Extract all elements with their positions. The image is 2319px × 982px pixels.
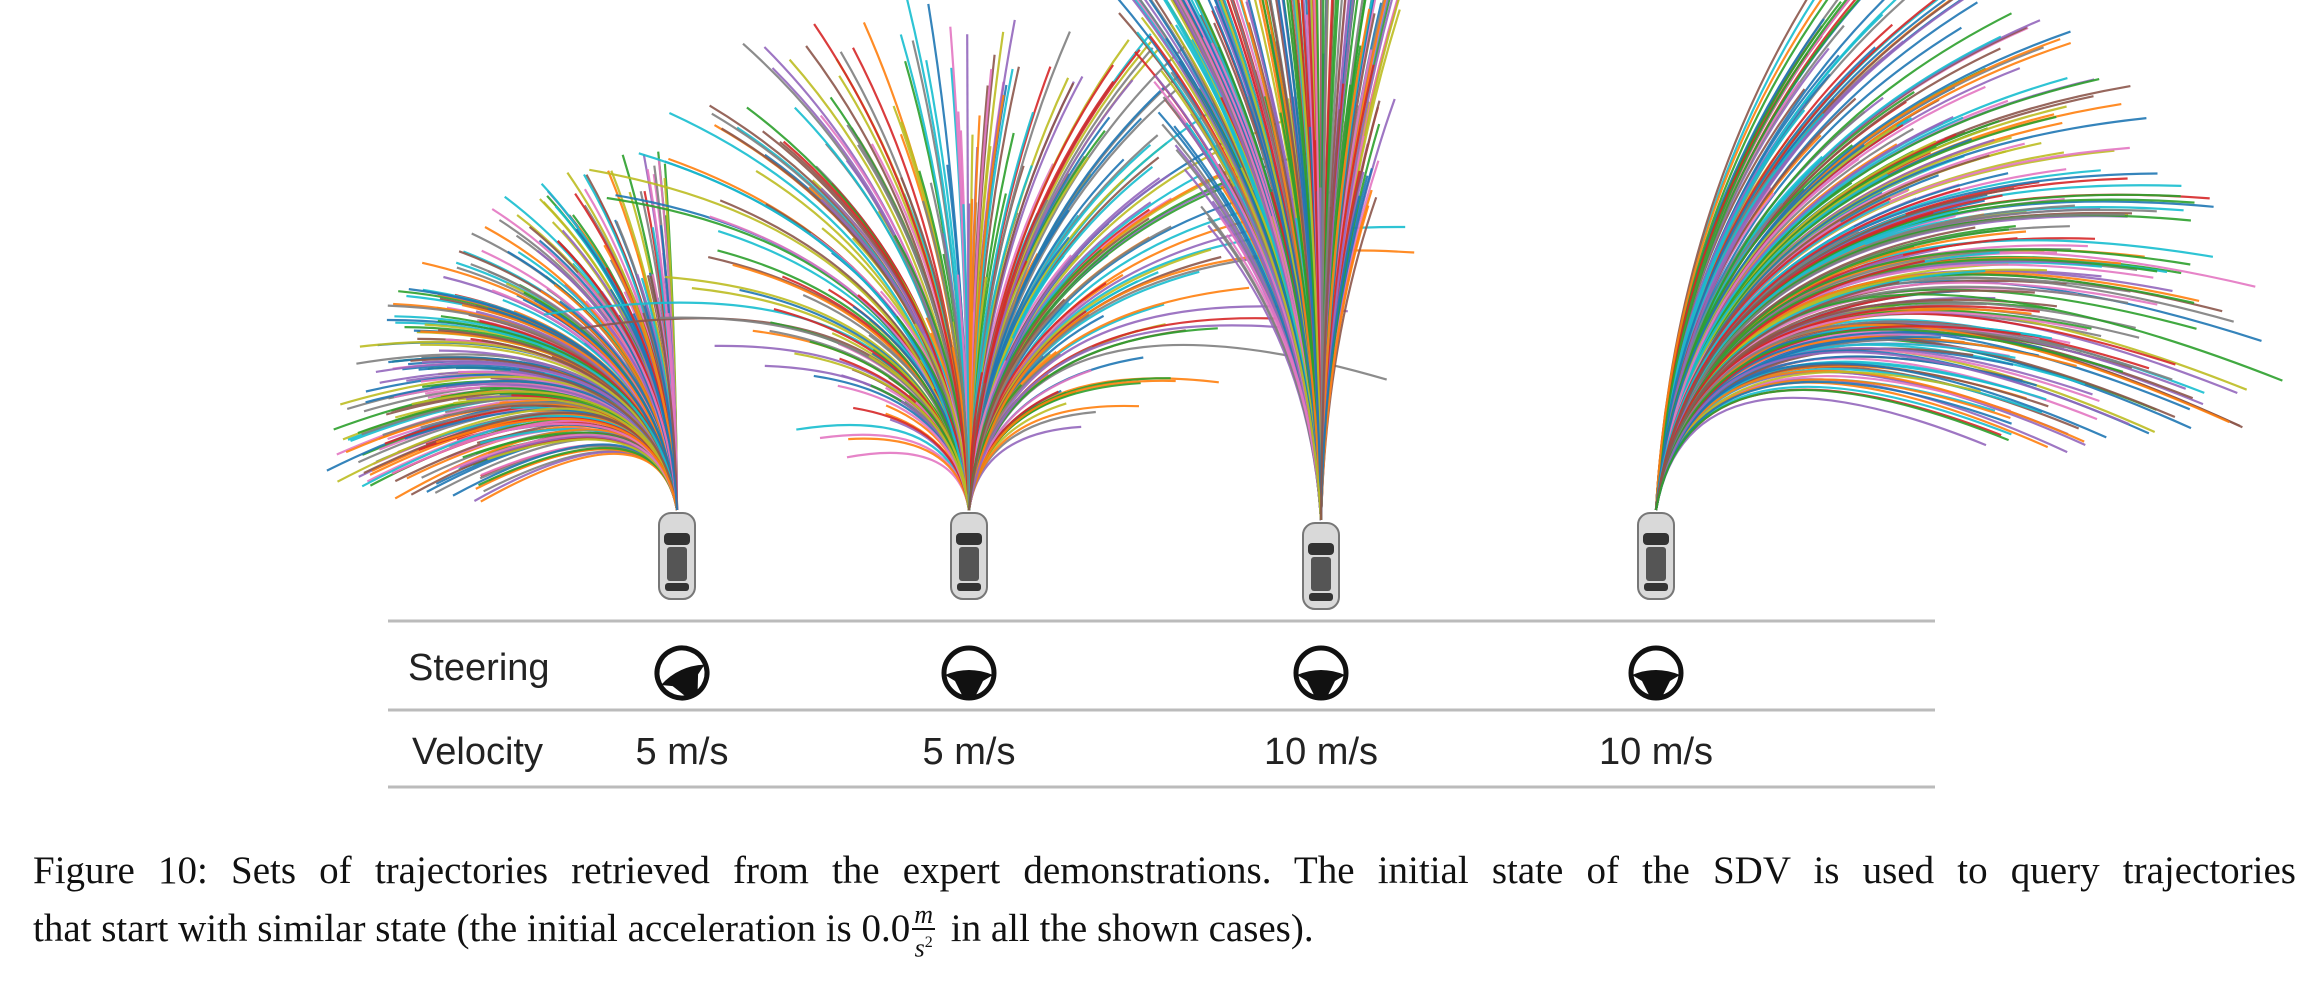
car-windshield	[664, 533, 690, 545]
wheel-rim	[1293, 645, 1349, 701]
figure: Steering Velocity 5 m/s 5 m/s 10 m/s 10 …	[326, 0, 2283, 789]
caption-line: Figure 10: Sets of trajectories retrieve…	[33, 848, 2296, 893]
trajectory	[1261, 0, 1323, 521]
car-windshield	[1643, 533, 1669, 545]
trajectory	[1240, 0, 1323, 521]
trajectory	[435, 417, 679, 511]
wheel-hub	[1632, 670, 1680, 697]
car-rear	[665, 583, 689, 591]
car-rear	[1644, 583, 1668, 591]
trajectory	[1654, 388, 2010, 511]
trajectory-fans	[326, 0, 2283, 521]
velocity-cell: 10 m/s	[1599, 731, 1713, 773]
car-icon	[950, 512, 988, 600]
trajectory	[967, 217, 1150, 511]
car-rear	[957, 583, 981, 591]
trajectory	[1654, 0, 1823, 511]
trajectory	[967, 80, 1115, 511]
car-icon	[658, 512, 696, 600]
numerator: m	[912, 900, 936, 930]
wheel-rim	[1628, 645, 1684, 701]
math: 0.0	[861, 906, 911, 950]
wheel-hub	[1297, 670, 1345, 697]
car-roof	[1311, 557, 1331, 591]
steering-wheel-icon	[941, 645, 997, 701]
trajectory	[967, 324, 1323, 511]
car-roof	[959, 547, 979, 581]
velocity-cell: 5 m/s	[636, 731, 729, 773]
trajectory	[1277, 0, 1323, 521]
car-icon	[1302, 522, 1340, 610]
car-rear	[1309, 593, 1333, 601]
steering-wheel-icon	[654, 645, 710, 701]
car-roof	[667, 547, 687, 581]
caption-line: that start with similar state (the initi…	[33, 902, 2296, 962]
trajectory	[518, 368, 679, 511]
trajectory	[1140, 16, 1323, 521]
car-windshield	[956, 533, 982, 545]
denominator-base: s	[914, 933, 925, 963]
trajectory	[1654, 144, 1865, 511]
steering-wheel-icon	[1628, 645, 1684, 701]
wheel-rim	[941, 645, 997, 701]
caption-text: that start with similar state (the initi…	[33, 906, 852, 950]
trajectory	[813, 23, 971, 511]
car-icon	[1637, 512, 1675, 600]
exponent: 2	[924, 934, 933, 951]
row-label: Velocity	[412, 731, 543, 773]
velocity-cell: 10 m/s	[1264, 731, 1378, 773]
row-label: Steering	[408, 647, 550, 689]
wheel-rim	[654, 645, 710, 701]
caption-label: Figure 10:	[33, 849, 208, 892]
car-roof	[1646, 547, 1666, 581]
trajectory	[1654, 351, 2130, 511]
wheel-hub	[661, 664, 705, 698]
car-windshield	[1308, 543, 1334, 555]
caption-text: in all the shown cases).	[950, 906, 1314, 950]
steering-wheel-icon	[1293, 645, 1349, 701]
trajectory	[1654, 85, 1986, 511]
trajectory	[929, 182, 971, 511]
trajectory	[1654, 187, 2015, 511]
trajectory	[1654, 281, 1900, 511]
trajectory	[638, 152, 971, 511]
trajectory	[1319, 109, 1341, 521]
velocity-cell: 5 m/s	[923, 731, 1016, 773]
denominator: s2	[912, 930, 935, 962]
trajectory	[609, 288, 679, 511]
wheel-hub	[945, 670, 993, 697]
trajectory	[962, 204, 971, 511]
trajectory	[1654, 0, 1848, 511]
caption-text: Sets of trajectories retrieved from the …	[231, 849, 2296, 892]
trajectory	[1654, 46, 1876, 511]
fraction: m s2	[912, 900, 936, 962]
trajectory	[794, 352, 971, 511]
